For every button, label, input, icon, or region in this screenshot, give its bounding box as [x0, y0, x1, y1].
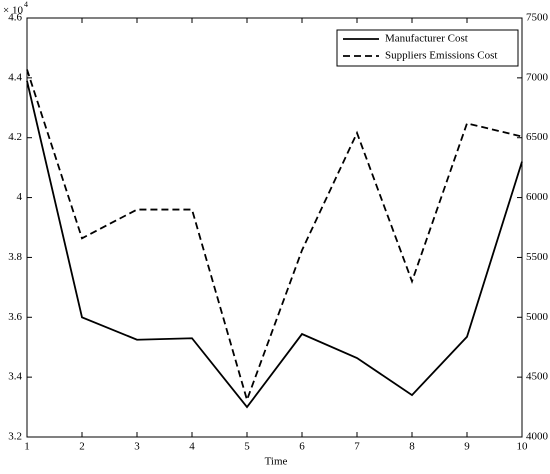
y2-tick-label: 6000 — [526, 191, 549, 203]
y2-tick-label: 5000 — [526, 311, 549, 323]
x-tick-label: 2 — [79, 441, 85, 453]
y-multiplier: × 10 — [3, 5, 23, 17]
x-tick-label: 10 — [517, 441, 529, 453]
x-tick-label: 3 — [134, 441, 140, 453]
series-line — [26, 80, 523, 409]
y-tick-label: 3.4 — [8, 371, 22, 383]
x-tick-label: 1 — [24, 441, 30, 453]
x-tick-label: 8 — [409, 441, 415, 453]
x-tick-label: 5 — [244, 441, 250, 453]
y2-tick-label: 4000 — [526, 431, 549, 443]
x-tick-label: 4 — [189, 441, 195, 453]
y2-tick-label: 6500 — [526, 131, 549, 143]
series-line — [26, 69, 523, 403]
y-tick-label: 3.8 — [8, 251, 22, 263]
x-tick-label: 9 — [464, 441, 470, 453]
legend-box — [336, 29, 519, 67]
y2-tick-label: 7500 — [526, 12, 549, 24]
y-tick-label: 4.4 — [8, 71, 22, 83]
y-tick-label: 4.6 — [8, 12, 22, 24]
y-tick-label: 4 — [17, 191, 23, 203]
y2-tick-label: 4500 — [526, 371, 549, 383]
y-multiplier-exponent: 4 — [24, 0, 28, 9]
y2-tick-label: 7000 — [526, 71, 549, 83]
y-tick-label: 4.2 — [8, 131, 22, 143]
y-tick-label: 3.6 — [8, 311, 22, 323]
y-tick-label: 3.2 — [8, 431, 22, 443]
x-axis-label: Time — [265, 456, 288, 468]
legend-label: Manufacturer Cost — [385, 33, 468, 45]
y2-tick-label: 5500 — [526, 251, 549, 263]
x-tick-label: 6 — [299, 441, 305, 453]
x-tick-label: 7 — [354, 441, 360, 453]
legend-label: Suppliers Emissions Cost — [385, 50, 497, 62]
